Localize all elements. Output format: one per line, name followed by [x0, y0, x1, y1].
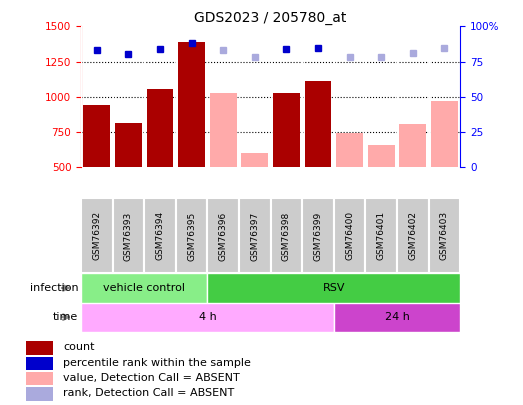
Bar: [304, 81, 332, 167]
Bar: [144, 198, 176, 273]
Text: 24 h: 24 h: [384, 312, 410, 322]
Text: rank, Detection Call = ABSENT: rank, Detection Call = ABSENT: [63, 388, 235, 398]
Bar: [336, 133, 363, 167]
Bar: [302, 198, 334, 273]
Text: 4 h: 4 h: [199, 312, 217, 322]
Title: GDS2023 / 205780_at: GDS2023 / 205780_at: [195, 11, 347, 25]
Bar: [81, 273, 208, 303]
Text: GSM76400: GSM76400: [345, 211, 354, 260]
Bar: [400, 124, 426, 167]
Bar: [81, 303, 334, 332]
Bar: [84, 105, 110, 167]
Text: GSM76399: GSM76399: [314, 211, 323, 260]
Text: GSM76392: GSM76392: [93, 211, 101, 260]
Text: GSM76394: GSM76394: [155, 211, 165, 260]
Bar: [26, 372, 53, 385]
Text: GSM76403: GSM76403: [440, 211, 449, 260]
Bar: [429, 198, 460, 273]
Text: RSV: RSV: [323, 283, 345, 293]
Bar: [146, 89, 174, 167]
Bar: [26, 357, 53, 370]
Bar: [366, 198, 397, 273]
Bar: [397, 198, 429, 273]
Bar: [26, 387, 53, 401]
Text: GSM76398: GSM76398: [282, 211, 291, 260]
Text: vehicle control: vehicle control: [103, 283, 185, 293]
Bar: [334, 198, 366, 273]
Text: count: count: [63, 343, 95, 352]
Bar: [115, 124, 142, 167]
Bar: [239, 198, 271, 273]
Bar: [210, 92, 237, 167]
Bar: [208, 198, 239, 273]
Bar: [81, 198, 112, 273]
Bar: [334, 303, 460, 332]
Bar: [176, 198, 208, 273]
Bar: [431, 101, 458, 167]
Text: GSM76401: GSM76401: [377, 211, 386, 260]
Text: GSM76397: GSM76397: [251, 211, 259, 260]
Bar: [178, 42, 205, 167]
Bar: [273, 92, 300, 167]
Text: GSM76402: GSM76402: [408, 211, 417, 260]
Text: GSM76393: GSM76393: [124, 211, 133, 260]
Text: GSM76395: GSM76395: [187, 211, 196, 260]
Text: percentile rank within the sample: percentile rank within the sample: [63, 358, 251, 368]
Text: time: time: [53, 312, 78, 322]
Bar: [242, 153, 268, 167]
Bar: [271, 198, 302, 273]
Bar: [368, 145, 395, 167]
Text: infection: infection: [30, 283, 78, 293]
Text: GSM76396: GSM76396: [219, 211, 228, 260]
Bar: [26, 341, 53, 355]
Text: value, Detection Call = ABSENT: value, Detection Call = ABSENT: [63, 373, 240, 383]
Bar: [208, 273, 460, 303]
Bar: [112, 198, 144, 273]
